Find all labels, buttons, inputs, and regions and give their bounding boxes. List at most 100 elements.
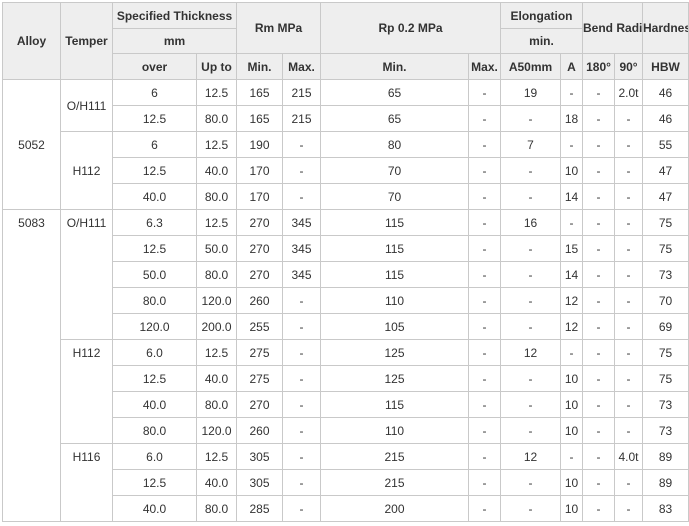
over-cell: 6.0	[112, 443, 197, 470]
table-row: 12.5 40.0 170 - 70 - - 10 - - 47	[3, 157, 689, 184]
hbw-cell: 47	[642, 157, 689, 184]
up-to-cell: 12.5	[195, 339, 238, 366]
hbw-cell: 73	[642, 417, 689, 444]
a50mm-cell: -	[500, 365, 562, 392]
rm-min-cell: 165	[236, 105, 284, 132]
temper-cell: H116	[60, 443, 113, 522]
temper-cell: O/H111	[60, 209, 113, 340]
a50mm-cell: -	[500, 235, 562, 262]
alloy-cell: 5052	[2, 79, 61, 210]
rp-max-cell: -	[468, 157, 502, 184]
rm-min-cell: 260	[236, 417, 284, 444]
bend-90-cell: -	[614, 105, 644, 132]
a-header: A	[560, 53, 584, 80]
up-to-cell: 120.0	[195, 287, 238, 314]
a50mm-cell: 19	[500, 79, 562, 106]
rp-min-cell: 215	[320, 469, 470, 496]
a50mm-cell: -	[500, 287, 562, 314]
table-row: 40.0 80.0 285 - 200 - - 10 - - 83	[3, 495, 689, 522]
rp-header: Rp 0.2 MPa	[320, 2, 502, 54]
a-cell: 18	[560, 105, 584, 132]
rm-max-header: Max.	[282, 53, 322, 80]
over-cell: 6.3	[112, 209, 197, 236]
a50mm-cell: 16	[500, 209, 562, 236]
hbw-cell: 70	[642, 287, 689, 314]
table-row: 80.0 120.0 260 - 110 - - 10 - - 73	[3, 417, 689, 444]
a-cell: 10	[560, 391, 584, 418]
up-to-cell: 40.0	[195, 157, 238, 184]
rm-max-cell: -	[282, 183, 322, 210]
rm-max-cell: 215	[282, 105, 322, 132]
bend-180-cell: -	[582, 339, 616, 366]
hbw-cell: 83	[642, 495, 689, 522]
rp-min-cell: 110	[320, 287, 470, 314]
bend-180-cell: -	[582, 287, 616, 314]
hbw-header: HBW	[642, 53, 689, 80]
a-cell: -	[560, 339, 584, 366]
a50mm-header: A50mm	[500, 53, 562, 80]
table-row: 12.5 80.0 165 215 65 - - 18 - - 46	[3, 105, 689, 132]
a-cell: 10	[560, 417, 584, 444]
hbw-cell: 47	[642, 183, 689, 210]
rm-max-cell: -	[282, 365, 322, 392]
over-cell: 12.5	[112, 157, 197, 184]
bend-90-cell: -	[614, 287, 644, 314]
rm-min-cell: 165	[236, 79, 284, 106]
a50mm-cell: -	[500, 391, 562, 418]
table-row: 40.0 80.0 270 - 115 - - 10 - - 73	[3, 391, 689, 418]
hbw-cell: 55	[642, 131, 689, 158]
rm-max-cell: -	[282, 131, 322, 158]
table-row: 80.0 120.0 260 - 110 - - 12 - - 70	[3, 287, 689, 314]
a-cell: -	[560, 443, 584, 470]
bend-radius-header: Bend Radius	[582, 2, 644, 54]
rm-max-cell: -	[282, 469, 322, 496]
table-row: 5083 O/H111 6.3 12.5 270 345 115 - 16 - …	[2, 209, 689, 522]
over-header: over	[112, 53, 197, 80]
up-to-cell: 80.0	[195, 183, 238, 210]
bend-90-cell: -	[614, 339, 644, 366]
thickness-header: Specified Thickness	[111, 2, 238, 29]
a-cell: -	[560, 79, 584, 106]
over-cell: 40.0	[112, 391, 197, 418]
a-cell: 10	[560, 365, 584, 392]
rp-min-cell: 65	[320, 79, 470, 106]
rp-min-header: Min.	[320, 53, 470, 80]
hbw-cell: 69	[642, 313, 689, 340]
rm-min-cell: 260	[236, 287, 284, 314]
bend-90-cell: -	[614, 235, 644, 262]
rm-min-cell: 270	[236, 235, 284, 262]
hbw-cell: 46	[642, 105, 689, 132]
rm-min-cell: 305	[236, 443, 284, 470]
bend-180-cell: -	[582, 261, 616, 288]
rp-min-cell: 215	[320, 443, 470, 470]
a-cell: 10	[560, 495, 584, 522]
a-cell: 12	[560, 287, 584, 314]
rp-min-cell: 70	[320, 157, 470, 184]
table-row: 50.0 80.0 270 345 115 - - 14 - - 73	[3, 261, 689, 288]
rm-min-cell: 255	[236, 313, 284, 340]
table-row: 12.5 40.0 305 - 215 - - 10 - - 89	[3, 469, 689, 496]
rp-min-cell: 110	[320, 417, 470, 444]
rp-min-cell: 70	[320, 183, 470, 210]
table-row: 40.0 80.0 170 - 70 - - 14 - - 47	[3, 183, 689, 210]
bend-90-cell: -	[614, 261, 644, 288]
rm-max-cell: 345	[282, 209, 322, 236]
bend-90-header: 90°	[614, 53, 644, 80]
rp-min-cell: 115	[320, 235, 470, 262]
rp-max-cell: -	[468, 287, 502, 314]
over-cell: 50.0	[112, 261, 197, 288]
a-cell: 10	[560, 469, 584, 496]
up-to-cell: 200.0	[195, 313, 238, 340]
hbw-cell: 75	[642, 339, 689, 366]
a50mm-cell: -	[500, 469, 562, 496]
table-row: 5052 O/H111 6 12.5 165 215 65 - 19 - - 2…	[2, 79, 689, 210]
bend-90-cell: -	[614, 157, 644, 184]
table-row: H112 6.0 12.5 275 - 125 - 12 - - - 75	[3, 339, 689, 444]
over-cell: 80.0	[112, 287, 197, 314]
rp-max-cell: -	[468, 417, 502, 444]
a-cell: -	[560, 209, 584, 236]
up-to-cell: 40.0	[195, 365, 238, 392]
alloy-header: Alloy	[2, 2, 61, 80]
bend-180-cell: -	[582, 365, 616, 392]
rm-min-cell: 170	[236, 183, 284, 210]
